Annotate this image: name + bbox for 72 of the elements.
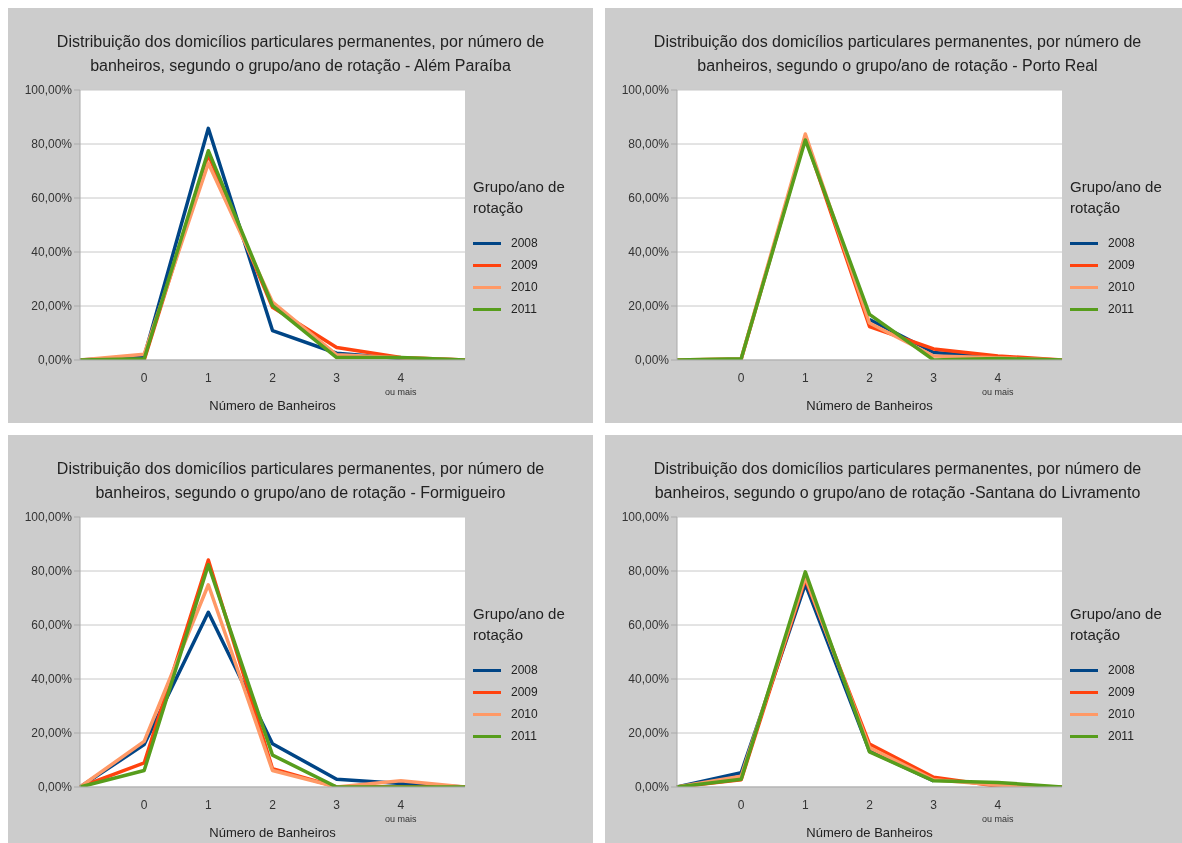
x-tick-label: 2 [866, 798, 874, 812]
y-tick-label: 0,00% [634, 780, 670, 795]
chart-title: Distribuição dos domicílios particulares permanentes, por número de banheiros, segundo o grupo/ano de rotação - Porto Real [652, 32, 1143, 76]
y-tick-label: 40,00% [31, 245, 73, 260]
legend-title: Grupo/ano de rotação [1070, 177, 1163, 218]
y-tick-label: 100,00% [621, 83, 670, 98]
x-tick-label: 4 ou mais [385, 798, 418, 824]
legend-label: 2008 [1108, 236, 1135, 250]
legend-label: 2011 [1108, 302, 1134, 316]
y-tick-label: 20,00% [628, 726, 670, 741]
y-tick-label: 40,00% [628, 672, 670, 687]
x-axis-title: Número de Banheiros [209, 398, 337, 413]
y-tick-label: 40,00% [31, 672, 73, 687]
legend-label: 2011 [511, 302, 537, 316]
x-tick-label: 1 [204, 798, 212, 812]
y-tick-label: 0,00% [37, 353, 73, 368]
y-tick-label: 80,00% [31, 137, 73, 152]
chart-title: Distribuição dos domicílios particulares permanentes, por número de banheiros, segundo o grupo/ano de rotação - Formigueiro [55, 459, 546, 503]
y-tick-label: 60,00% [628, 191, 670, 206]
x-tick-label: 3 [333, 371, 341, 385]
legend-label: 2008 [1108, 663, 1135, 677]
x-axis-title: Número de Banheiros [806, 398, 934, 413]
x-tick-label: 2 [269, 371, 277, 385]
x-tick-label: 1 [204, 371, 212, 385]
y-tick-label: 80,00% [628, 564, 670, 579]
chart-title: Distribuição dos domicílios particulares permanentes, por número de banheiros, segundo o grupo/ano de rotação -Santana do Livramento [652, 459, 1143, 503]
y-tick-label: 0,00% [37, 780, 73, 795]
x-tick-label: 0 [140, 798, 148, 812]
y-tick-label: 20,00% [31, 299, 73, 314]
x-tick-label: 0 [737, 371, 745, 385]
x-tick-label: 1 [801, 371, 809, 385]
y-tick-label: 60,00% [628, 618, 670, 633]
legend-label: 2010 [511, 707, 538, 721]
legend-label: 2008 [511, 663, 538, 677]
legend-label: 2011 [511, 729, 537, 743]
y-tick-label: 20,00% [31, 726, 73, 741]
y-tick-label: 20,00% [628, 299, 670, 314]
legend-label: 2009 [1108, 258, 1135, 272]
x-tick-label: 4 ou mais [982, 798, 1015, 824]
x-tick-label: 1 [801, 798, 809, 812]
legend-label: 2009 [1108, 685, 1135, 699]
legend-label: 2009 [511, 258, 538, 272]
y-tick-label: 100,00% [24, 83, 73, 98]
x-tick-label: 0 [140, 371, 148, 385]
legend-label: 2010 [511, 280, 538, 294]
legend-title: Grupo/ano de rotação [473, 604, 566, 645]
y-tick-label: 80,00% [31, 564, 73, 579]
legend-label: 2010 [1108, 280, 1135, 294]
y-tick-label: 100,00% [24, 510, 73, 525]
legend-title: Grupo/ano de rotação [1070, 604, 1163, 645]
y-tick-label: 100,00% [621, 510, 670, 525]
x-tick-label: 4 ou mais [385, 371, 418, 397]
legend-label: 2011 [1108, 729, 1134, 743]
x-tick-label: 3 [333, 798, 341, 812]
x-axis-title: Número de Banheiros [806, 825, 934, 840]
legend-title: Grupo/ano de rotação [473, 177, 566, 218]
y-tick-label: 0,00% [634, 353, 670, 368]
x-tick-label: 3 [930, 798, 938, 812]
legend-label: 2010 [1108, 707, 1135, 721]
legend-label: 2009 [511, 685, 538, 699]
y-tick-label: 40,00% [628, 245, 670, 260]
y-tick-label: 60,00% [31, 618, 73, 633]
x-tick-label: 2 [269, 798, 277, 812]
x-axis-title: Número de Banheiros [209, 825, 337, 840]
legend-label: 2008 [511, 236, 538, 250]
y-tick-label: 60,00% [31, 191, 73, 206]
x-tick-label: 0 [737, 798, 745, 812]
x-tick-label: 3 [930, 371, 938, 385]
chart-title: Distribuição dos domicílios particulares permanentes, por número de banheiros, segundo o grupo/ano de rotação - Além Paraíba [55, 32, 546, 76]
y-tick-label: 80,00% [628, 137, 670, 152]
x-tick-label: 4 ou mais [982, 371, 1015, 397]
x-tick-label: 2 [866, 371, 874, 385]
